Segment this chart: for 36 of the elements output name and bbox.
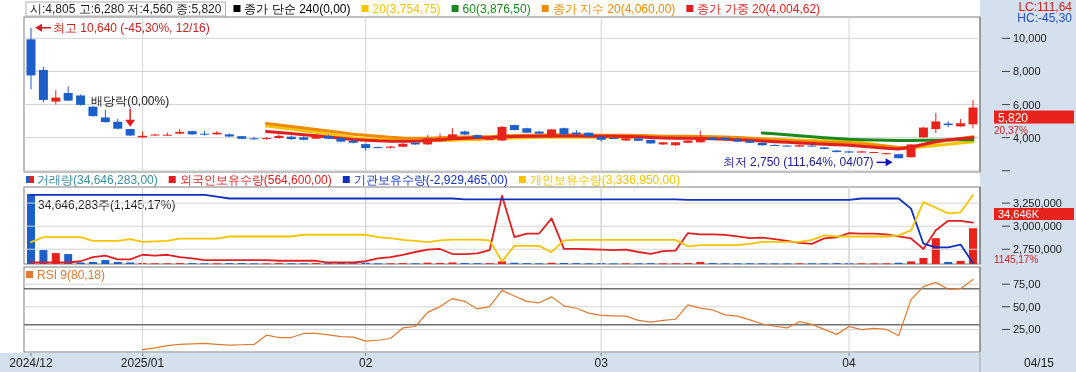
y-tick-label: 50,00 [1013,300,1041,313]
legend-label: 종가 지수 20(4,060,00) [552,2,676,16]
legend-label: 60(3,876,50) [462,2,531,16]
chart-title: 시:4,805 고:6,280 저:4,560 종:5,820 [30,2,222,16]
y-tick-label: 75,00 [1013,278,1041,291]
text: 04/15 [1024,356,1055,370]
text: LC:111,64 [1018,0,1073,14]
x-tick-label: 2025/01 [120,356,165,370]
legend-label: 종가 단순 240(0,00) [244,2,351,16]
text: HC:-45,30 [1017,11,1073,25]
annotation: 최고 10,640 (-45,30%, 12/16) [53,20,210,35]
x-tick-label: 03 [594,356,609,370]
text: 34,646K [998,208,1040,220]
x-tick-label: 04 [842,356,857,370]
x-tick-label: 02 [358,356,373,370]
legend-label: 20(3,754,75) [372,2,441,16]
y-tick-label: 10,000 [1013,32,1047,45]
text: 20,37% [994,124,1029,136]
annotation: 배당락(0,00%) [91,93,170,108]
legend-label: RSI 9(80,18) [37,268,106,282]
annotation: 최저 2,750 (111,64%, 04/07) [722,155,874,170]
legend-label: 외국인보유수량(564,600,00) [179,173,332,187]
y-tick-label: 2,750,000 [1013,243,1062,256]
text: 1145,17% [994,254,1039,265]
y-tick-label: 8,000 [1013,65,1041,78]
y-tick-label: 6,000 [1013,98,1041,111]
text: 5,820 [998,110,1029,125]
legend-label: 종가 가중 20(4,004,62) [697,2,821,16]
legend-label: 거래량(34,646,283,00) [37,173,158,187]
x-tick-label: 2024/12 [9,356,54,370]
y-tick-label: 3,250,000 [1013,197,1062,210]
y-tick-label: 3,000,000 [1013,220,1062,233]
legend-label: 개인보유수량(3,336,950,00) [529,173,680,187]
annotation: 34,646,283주(1,145,17%) [38,198,176,212]
y-tick-label: 25,00 [1013,323,1041,336]
legend-label: 기관보유수량(-2,929,465,00) [353,173,508,187]
